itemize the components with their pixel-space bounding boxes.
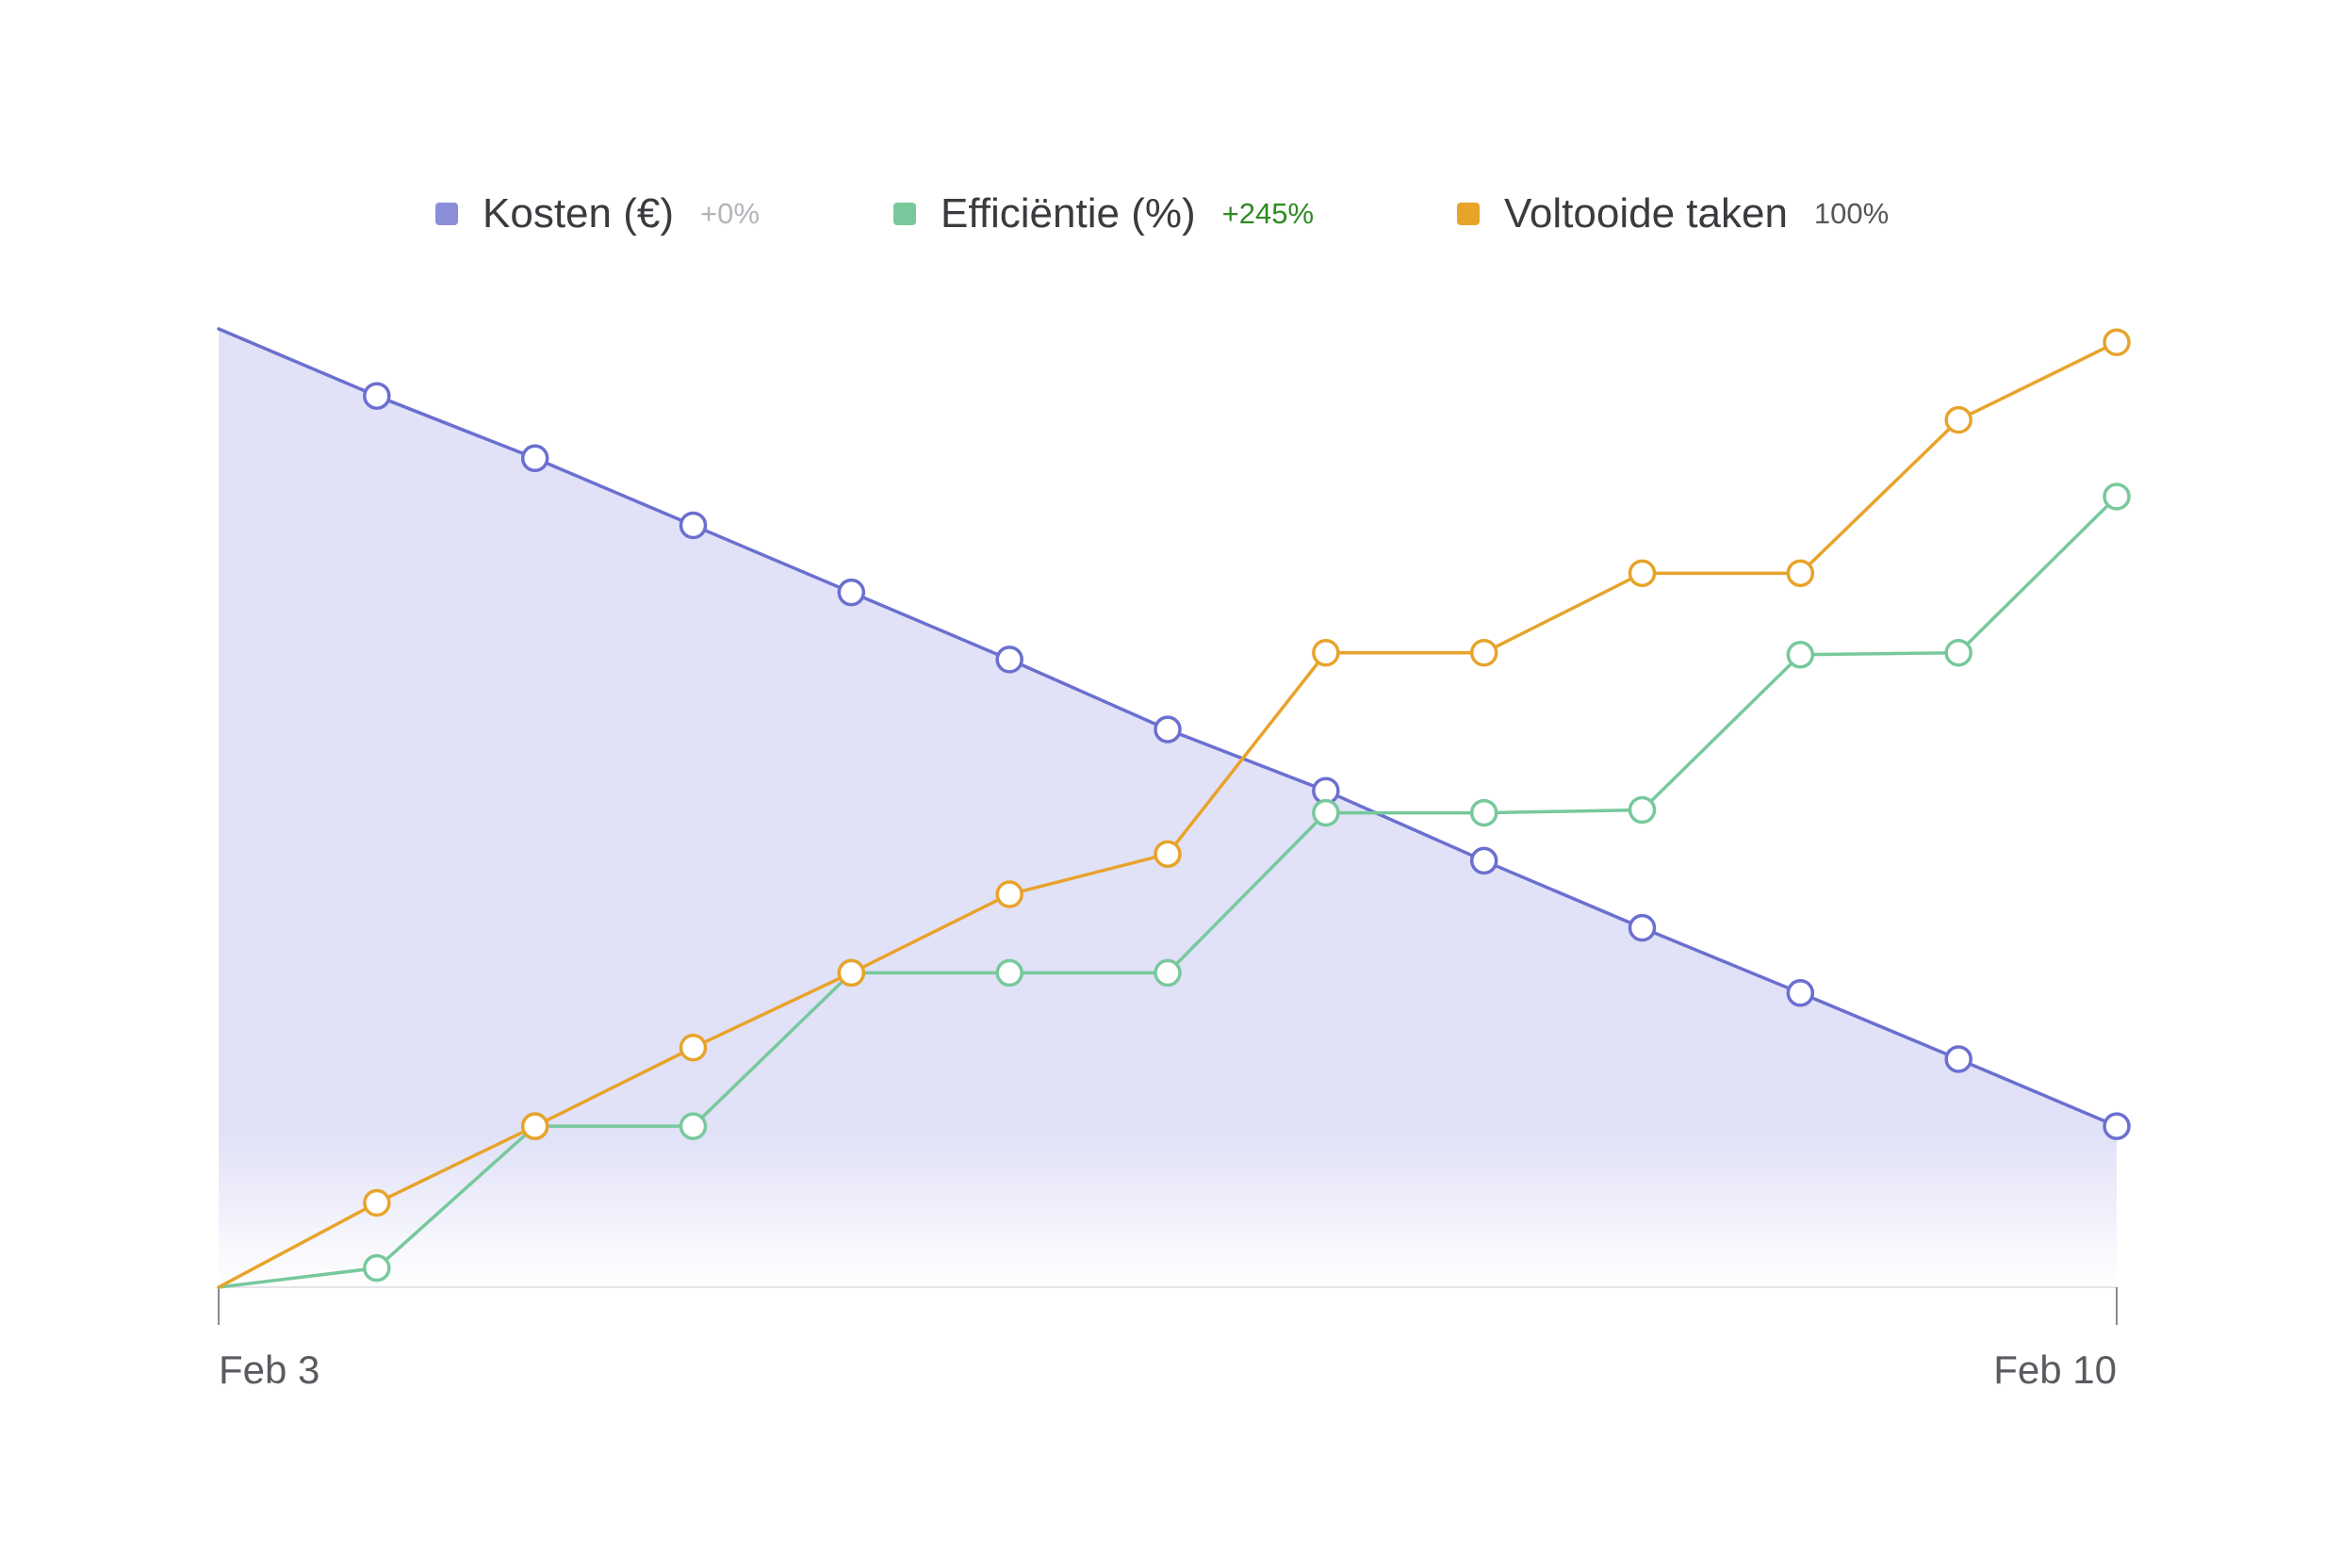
legend-change-voltooide: 100% <box>1813 197 1890 230</box>
point-voltooide-10[interactable] <box>1786 559 1815 588</box>
voltooide-swatch-icon <box>1457 203 1480 225</box>
point-efficientie-10[interactable] <box>1786 641 1815 669</box>
point-kosten-1[interactable] <box>363 382 391 410</box>
point-efficientie-3[interactable] <box>679 1112 708 1140</box>
kosten-swatch-icon <box>435 203 458 225</box>
point-voltooide-11[interactable] <box>1944 405 1973 434</box>
point-efficientie-5[interactable] <box>995 958 1023 988</box>
x-tick-label-end: Feb 10 <box>1993 1348 2117 1392</box>
point-kosten-5[interactable] <box>995 645 1023 674</box>
legend-label-kosten: Kosten (€) <box>483 190 674 237</box>
point-kosten-12[interactable] <box>2103 1112 2131 1140</box>
point-efficientie-8[interactable] <box>1469 798 1498 827</box>
point-voltooide-7[interactable] <box>1312 638 1340 667</box>
x-axis <box>218 1286 2118 1325</box>
point-efficientie-11[interactable] <box>1944 638 1973 667</box>
point-voltooide-4[interactable] <box>837 958 866 988</box>
point-efficientie-12[interactable] <box>2103 482 2131 511</box>
point-kosten-4[interactable] <box>837 578 866 607</box>
legend-label-voltooide: Voltooide taken <box>1504 190 1788 237</box>
point-voltooide-1[interactable] <box>363 1188 391 1217</box>
point-efficientie-6[interactable] <box>1154 958 1182 988</box>
point-efficientie-9[interactable] <box>1628 795 1657 825</box>
point-voltooide-8[interactable] <box>1469 638 1498 667</box>
legend-item-efficientie[interactable]: Efficiëntie (%) +245% <box>893 181 1314 247</box>
legend-change-kosten: +0% <box>699 197 760 230</box>
point-voltooide-9[interactable] <box>1628 559 1657 588</box>
point-voltooide-6[interactable] <box>1154 840 1182 869</box>
point-kosten-3[interactable] <box>679 511 708 540</box>
x-tick-label-start: Feb 3 <box>219 1348 319 1392</box>
point-voltooide-2[interactable] <box>520 1112 549 1140</box>
point-kosten-11[interactable] <box>1944 1045 1973 1073</box>
point-voltooide-3[interactable] <box>679 1034 708 1062</box>
point-kosten-2[interactable] <box>520 444 549 473</box>
area-layer <box>219 329 2117 1287</box>
efficientie-swatch-icon <box>893 203 916 225</box>
point-efficientie-7[interactable] <box>1312 798 1340 827</box>
area-kosten <box>219 329 2117 1287</box>
point-voltooide-5[interactable] <box>995 880 1023 908</box>
legend-item-kosten[interactable]: Kosten (€) +0% <box>435 181 760 247</box>
point-voltooide-12[interactable] <box>2103 328 2131 356</box>
point-kosten-9[interactable] <box>1628 913 1657 942</box>
point-efficientie-1[interactable] <box>363 1253 391 1282</box>
x-tick-labels: Feb 3 Feb 10 <box>219 1348 2117 1392</box>
legend-label-efficientie: Efficiëntie (%) <box>941 190 1196 237</box>
point-kosten-10[interactable] <box>1786 979 1815 1007</box>
chart-legend: Kosten (€) +0% Efficiëntie (%) +245% Vol… <box>0 181 2341 247</box>
point-kosten-8[interactable] <box>1469 846 1498 875</box>
point-kosten-6[interactable] <box>1154 715 1182 743</box>
series-points <box>363 328 2131 1282</box>
legend-item-voltooide[interactable]: Voltooide taken 100% <box>1457 181 1889 247</box>
legend-change-efficientie: +245% <box>1221 197 1315 230</box>
